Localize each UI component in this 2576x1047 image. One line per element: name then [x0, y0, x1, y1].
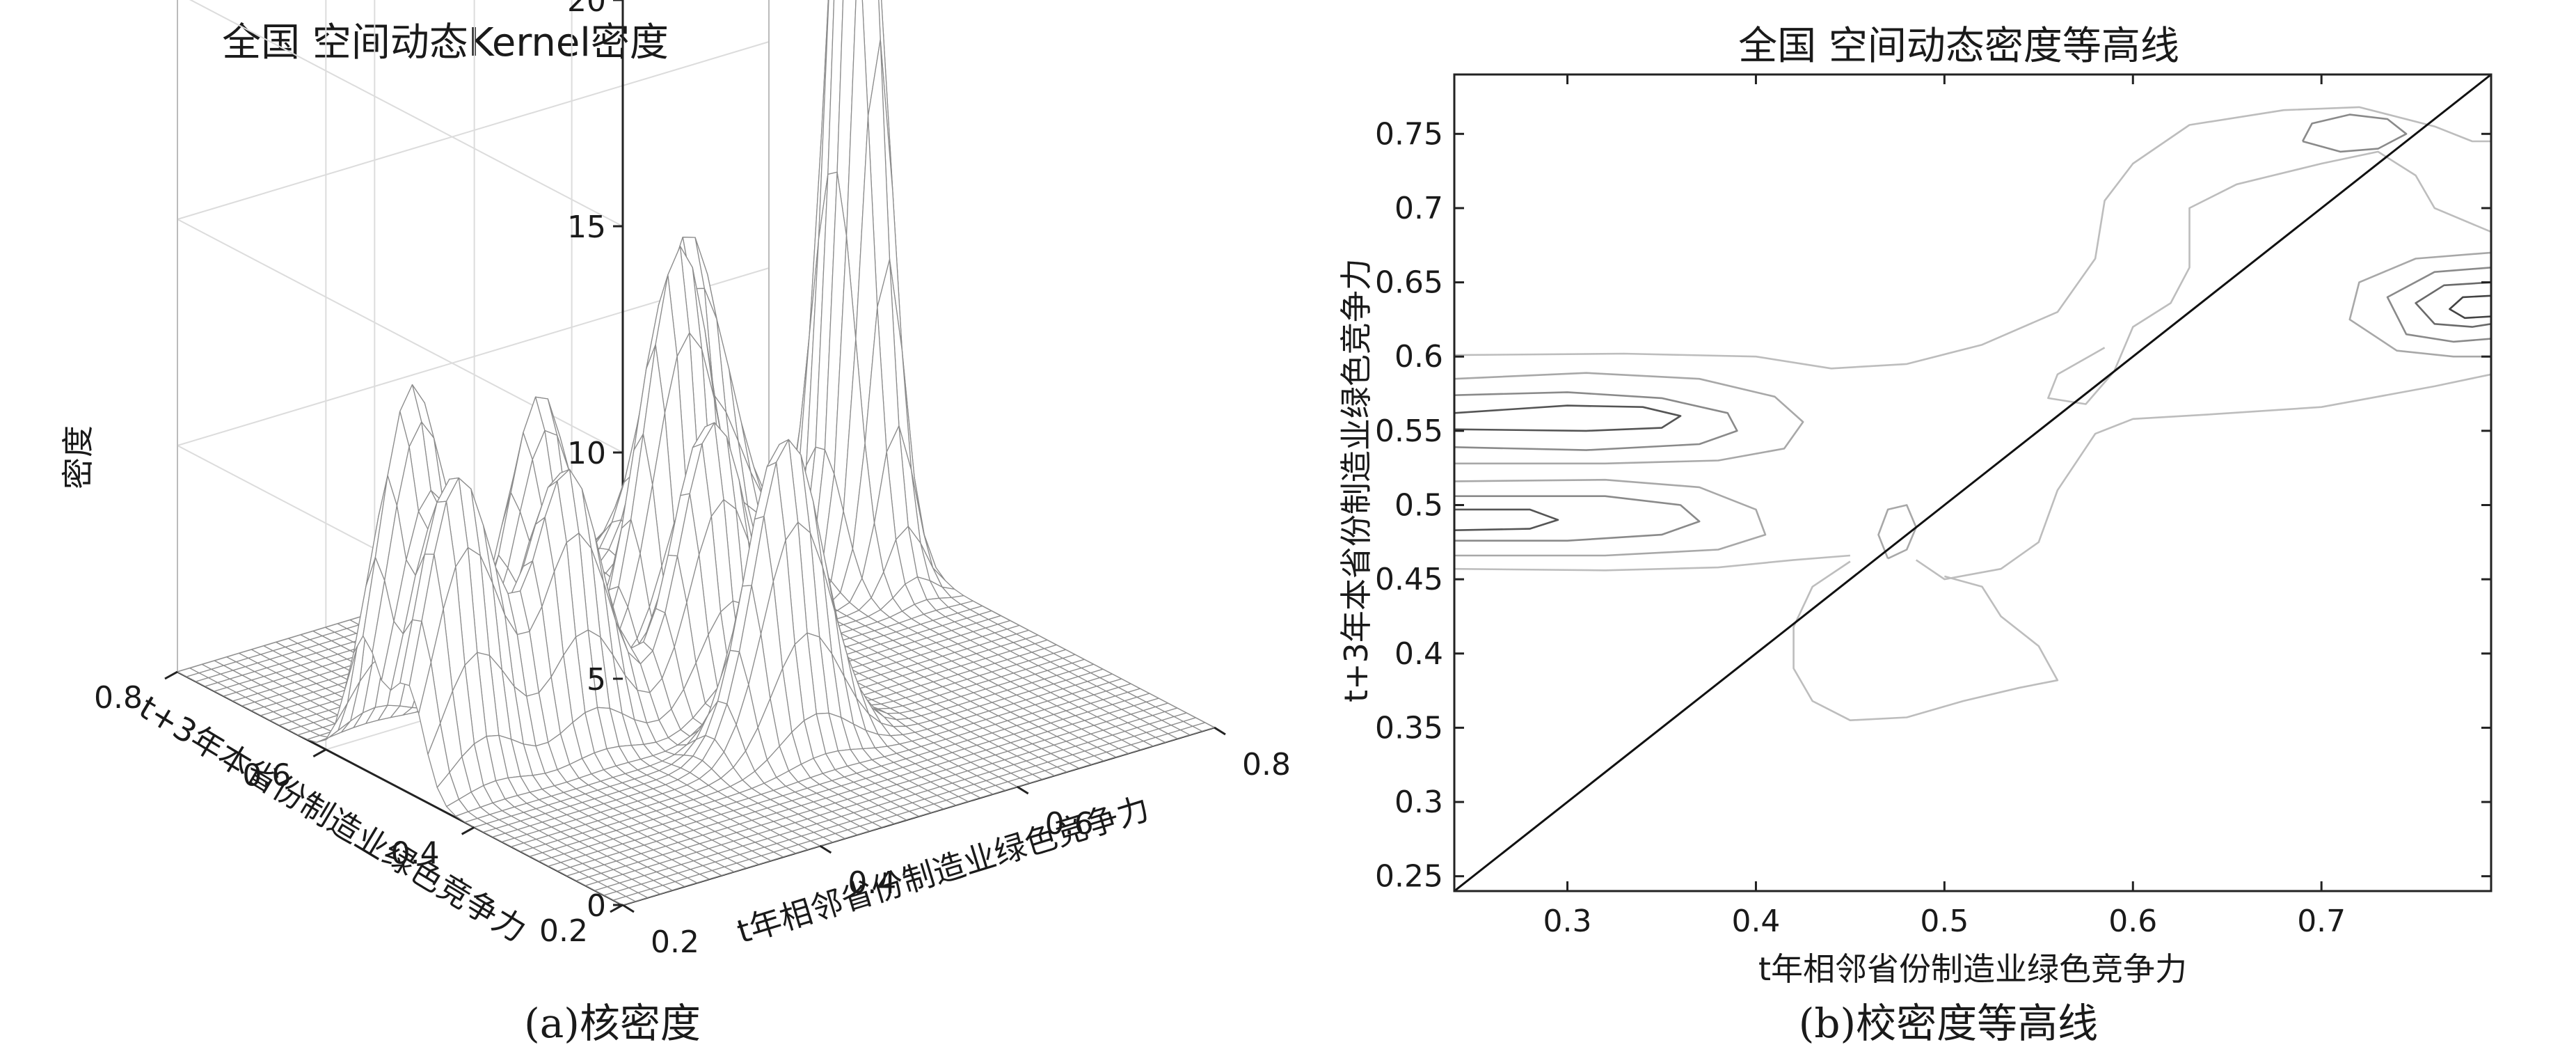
contour-y-tick-label: 0.4 [1394, 636, 1443, 672]
contour-y-tick-label: 0.65 [1375, 265, 1443, 301]
z-tick-label: 0 [587, 888, 606, 924]
y-tick-label: 0.6 [242, 758, 291, 794]
diagonal-line [1454, 73, 2492, 892]
contour-line [2301, 113, 2408, 153]
contour-y-tick-label: 0.75 [1375, 116, 1443, 152]
contour-line [1454, 508, 1559, 531]
contour-x-tick-label: 0.6 [2108, 904, 2157, 939]
panel-a-surface-chart: 全国 空间动态Kernel密度 051015200.20.40.60.80.20… [59, 0, 1291, 1047]
z-tick-label: 15 [567, 210, 606, 245]
contour-line [1792, 560, 2059, 721]
contour-y-tick-label: 0.3 [1394, 785, 1443, 820]
contour-line [2348, 251, 2492, 358]
contour-y-tick-label: 0.55 [1375, 414, 1443, 449]
contour-y-tick-label: 0.5 [1394, 487, 1443, 523]
y-tick-label: 0.2 [539, 913, 588, 949]
panel-a-title: 全国 空间动态Kernel密度 [222, 20, 669, 65]
contour-x-tick-label: 0.7 [2297, 904, 2346, 939]
contour-x-tick-label: 0.4 [1731, 904, 1780, 939]
contour-x-tick-label: 0.5 [1920, 904, 1969, 939]
contour-line [1877, 504, 1917, 560]
contour-x-axis-label: t年相邻省份制造业绿色竞争力 [1758, 950, 2187, 988]
contour-line [1915, 373, 2492, 581]
diagonal-45-line [1454, 73, 2492, 892]
panel-b-contour-chart: 全国 空间动态密度等高线 0.3 0.4 0.5 0.6 0.70.250.30.350… [1337, 24, 2492, 1047]
contour-line [2415, 281, 2492, 328]
contour-lines [1454, 106, 2492, 721]
panel-a-caption: (a)核密度 [524, 1000, 701, 1047]
contour-y-tick-label: 0.6 [1394, 339, 1443, 375]
x-tick-label: 0.4 [848, 865, 896, 901]
panel-b-title: 全国 空间动态密度等高线 [1738, 24, 2179, 69]
surface-facet [613, 896, 636, 906]
x-tick-label: 0.2 [651, 924, 699, 960]
contour-line [2449, 294, 2492, 320]
contour-line [2047, 150, 2492, 405]
surface-mesh [177, 0, 1215, 906]
x-tick-label: 0.6 [1045, 806, 1094, 842]
contour-y-tick-label: 0.25 [1375, 859, 1443, 895]
contour-line [1454, 495, 1701, 542]
contour-line [1454, 106, 2491, 370]
contour-line [2386, 267, 2492, 343]
y-tick-label: 0.4 [391, 835, 440, 871]
contour-line [1454, 372, 1804, 465]
contour-y-tick-label: 0.35 [1375, 710, 1443, 746]
x-tick-label: 0.8 [1242, 747, 1291, 782]
contour-x-tick-label: 0.3 [1543, 904, 1592, 939]
z-tick-label: 5 [587, 662, 606, 698]
contour-ticks: 0.3 0.4 0.5 0.6 0.7 0.25 0.3 0.35 0.4 0.45 0.5 0.55… [1375, 74, 2491, 939]
z-tick-label: 10 [567, 436, 606, 471]
contour-line [1454, 391, 1738, 451]
panel-b-caption: (b)校密度等高线 [1799, 1000, 2098, 1047]
contour-line [1454, 478, 1767, 557]
y-tick-label: 0.8 [94, 680, 143, 716]
contour-line [1454, 404, 1682, 432]
z-axis-label: 密度 [59, 425, 97, 489]
surface-ticks: 0 5 10 15 20 0.2 0.4 0.6 0.8 0.2 0.4 0.6 0.8 [94, 0, 1291, 960]
contour-y-axis-label: t+3年本省份制造业绿色竞争力 [1337, 258, 1375, 702]
contour-plot-frame [1453, 73, 2492, 892]
contour-y-tick-label: 0.7 [1394, 191, 1443, 226]
contour-line [1454, 554, 1851, 572]
contour-y-tick-label: 0.45 [1375, 562, 1443, 597]
z-tick-label: 20 [567, 0, 606, 19]
